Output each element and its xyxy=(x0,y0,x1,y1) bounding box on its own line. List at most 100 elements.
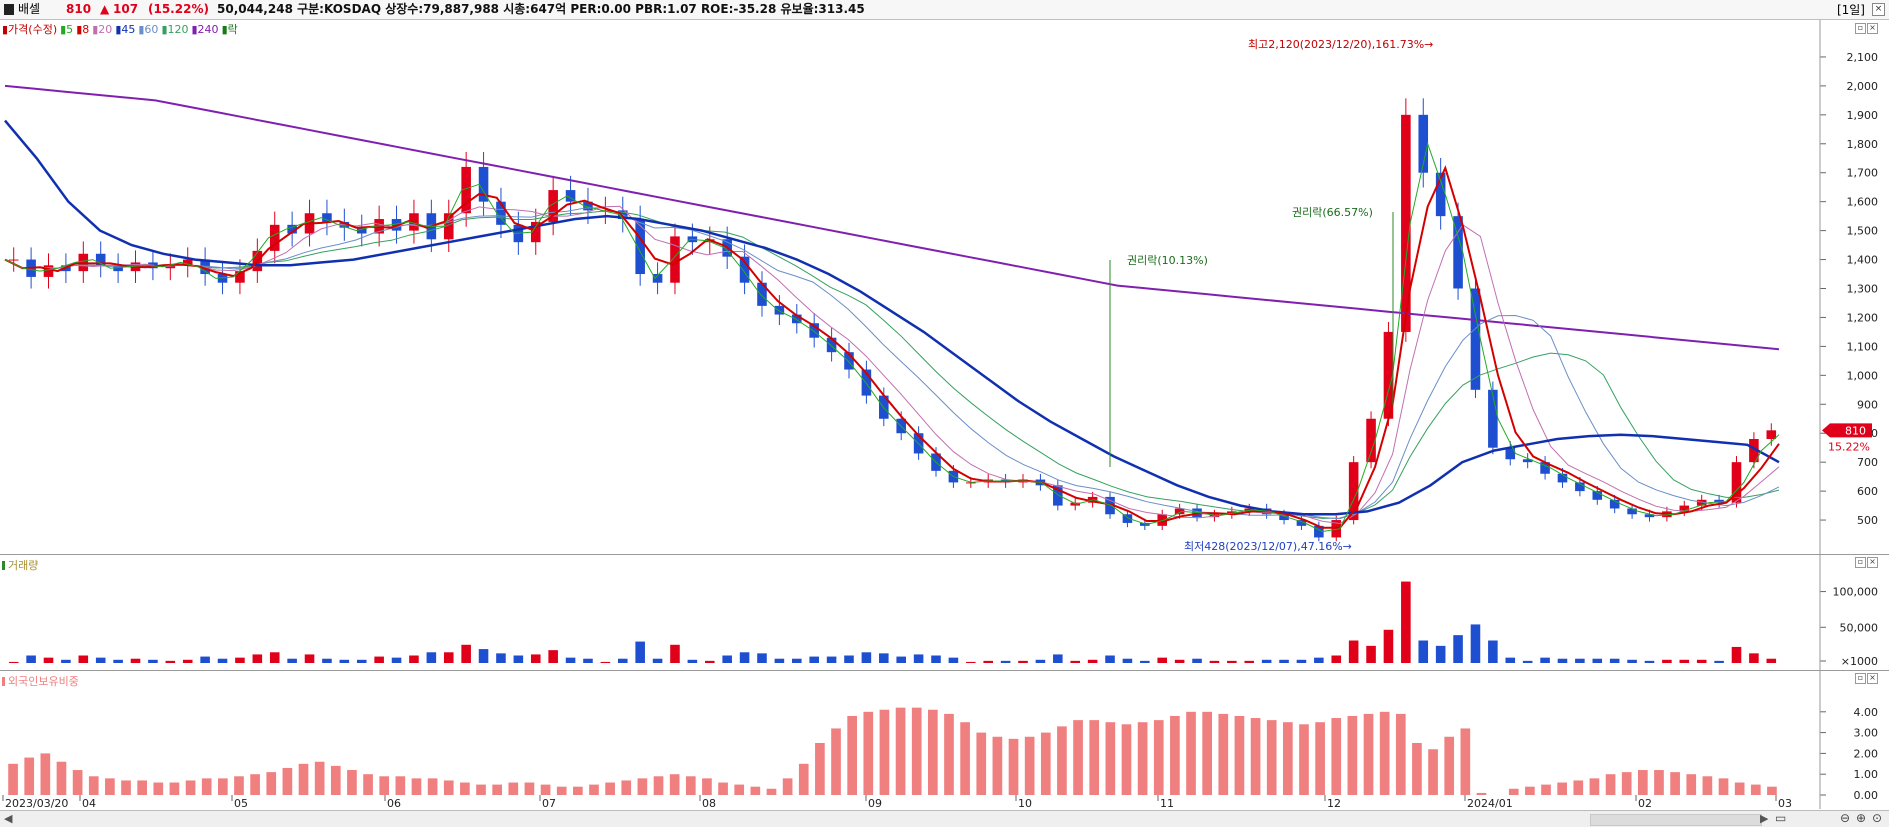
candle xyxy=(1592,491,1603,500)
volume-bar xyxy=(722,655,732,663)
foreign-bar xyxy=(314,761,325,795)
volume-bar xyxy=(1157,657,1168,663)
candle xyxy=(1296,520,1307,526)
foreign-bar xyxy=(266,772,277,795)
volume-bar xyxy=(130,658,141,663)
foreign-bar xyxy=(1008,738,1019,795)
minimize-panel-icon[interactable]: ▫ xyxy=(1855,673,1866,684)
volume-bar xyxy=(583,658,593,663)
close-icon[interactable]: × xyxy=(1872,3,1885,16)
candle xyxy=(1575,482,1585,492)
volume-bar xyxy=(1435,645,1446,663)
close-panel-icon[interactable]: × xyxy=(1867,23,1878,34)
foreign-bar xyxy=(1137,722,1148,795)
legend-item[interactable]: ▮8 xyxy=(76,23,90,36)
foreign-bar xyxy=(879,709,890,795)
foreign-bar xyxy=(992,736,1003,795)
foreign-bar xyxy=(476,784,486,795)
foreign-bar xyxy=(105,778,115,795)
foreign-bar xyxy=(1734,782,1745,795)
candle xyxy=(1140,522,1150,526)
volume-bar xyxy=(1070,660,1081,663)
candle xyxy=(1540,462,1550,474)
volume-bar xyxy=(670,644,680,663)
volume-bar xyxy=(356,659,367,663)
minimize-panel-icon[interactable]: ▫ xyxy=(1855,23,1866,34)
foreign-bar xyxy=(395,776,406,795)
price-chart[interactable]: 2,100 2,000 1,900 1,800 1,700 1,600 1,500 1,400… xyxy=(0,20,1889,554)
legend-item[interactable]: ▮가격(수정) xyxy=(2,23,58,36)
legend-item[interactable]: ▮240 xyxy=(191,23,219,36)
candle xyxy=(635,219,645,275)
volume-bar xyxy=(95,657,106,663)
ma45-line xyxy=(4,119,1780,516)
foreign-bar xyxy=(766,788,777,795)
volume-bar xyxy=(1087,659,1098,663)
volume-bar xyxy=(374,656,384,663)
legend-item[interactable]: ▮5 xyxy=(60,23,74,36)
zoom-slider-icon[interactable]: ▭ xyxy=(1775,811,1787,825)
ma20-line xyxy=(4,205,1780,525)
foreign-bar xyxy=(1428,749,1438,795)
candle xyxy=(43,265,54,277)
volume-bar xyxy=(1122,658,1133,663)
foreign-bar xyxy=(1525,786,1535,795)
candle xyxy=(496,201,506,225)
scroll-bar[interactable]: ◀ ▶ ▭ ⊖ ⊕ ⊙ xyxy=(0,810,1889,827)
legend-item[interactable]: ▮45 xyxy=(115,23,136,36)
legend-item[interactable]: ▮60 xyxy=(138,23,159,36)
volume-bar xyxy=(1557,658,1568,663)
price-tag xyxy=(1822,423,1872,438)
volume-bar xyxy=(269,652,280,663)
volume-bar xyxy=(182,659,193,663)
candle xyxy=(461,166,471,214)
ma120-line xyxy=(4,210,1780,519)
candle xyxy=(165,265,176,269)
foreign-bar xyxy=(363,774,373,795)
foreign-bar xyxy=(1218,713,1229,795)
zoom-out-icon[interactable]: ⊖ xyxy=(1840,811,1851,825)
foreign-bar xyxy=(169,782,180,795)
volume-bar xyxy=(1279,659,1289,663)
close-panel-icon[interactable]: × xyxy=(1867,557,1878,568)
volume-bar xyxy=(1314,657,1324,663)
foreign-bar xyxy=(1541,784,1551,795)
volume-chart[interactable]: 100,000 50,000 ×1000 xyxy=(0,555,1889,670)
candle xyxy=(113,265,123,272)
minimize-panel-icon[interactable]: ▫ xyxy=(1855,557,1866,568)
zoom-in-icon[interactable]: ⊕ xyxy=(1856,811,1867,825)
volume-bar xyxy=(1418,640,1429,663)
foreign-bar xyxy=(201,778,212,795)
foreign-bar xyxy=(1073,720,1083,795)
legend-item[interactable]: ▮120 xyxy=(161,23,189,36)
scroll-right-icon[interactable]: ▶ xyxy=(1760,812,1769,825)
foreign-bar xyxy=(72,770,83,795)
candle xyxy=(287,224,297,234)
foreign-bar xyxy=(1718,778,1729,795)
period-selector[interactable]: [1일] xyxy=(1836,3,1865,17)
candle xyxy=(1470,288,1481,390)
foreign-bar xyxy=(1266,720,1277,795)
scroll-left-icon[interactable]: ◀ xyxy=(4,812,13,825)
foreign-bar xyxy=(1621,772,1632,795)
y-tick-label: 500 xyxy=(1857,514,1878,527)
x-tick-label: 05 xyxy=(234,797,248,809)
legend-item[interactable]: ▮락 xyxy=(221,23,238,36)
volume-bar xyxy=(1035,659,1046,663)
volume-panel: 거래량 ▫ × 100,000 50,000 ×1000 xyxy=(0,555,1889,671)
legend-item[interactable]: ▮20 xyxy=(92,23,113,36)
foreign-bar xyxy=(960,722,970,795)
foreign-bar xyxy=(1153,720,1164,795)
candle xyxy=(548,190,558,222)
volume-bar xyxy=(1766,658,1777,663)
ma60-line xyxy=(4,207,1780,520)
foreign-bar xyxy=(1363,713,1374,795)
close-panel-icon[interactable]: × xyxy=(1867,673,1878,684)
foreign-bar xyxy=(895,707,906,795)
zoom-reset-icon[interactable]: ⊙ xyxy=(1872,811,1883,825)
volume-bar xyxy=(826,656,837,663)
foreign-chart[interactable]: 4.00 3.00 2.00 1.00 0.00 2023/03/20 04 05 06 07 08… xyxy=(0,671,1889,809)
scroll-thumb[interactable] xyxy=(1590,814,1762,826)
chart-icon[interactable] xyxy=(4,4,14,15)
volume-bar xyxy=(1453,635,1463,663)
